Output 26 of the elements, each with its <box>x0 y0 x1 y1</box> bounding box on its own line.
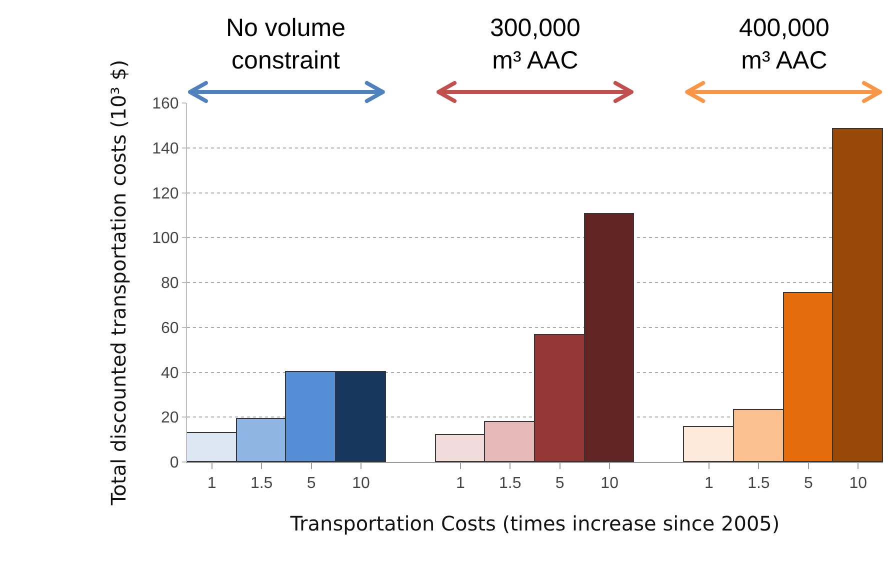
x-tick-label: 10 <box>849 475 868 492</box>
x-tick-label: 1 <box>207 475 216 492</box>
text: 300,000 m³ AAC <box>490 14 580 74</box>
y-tick-label: 160 <box>152 96 179 113</box>
y-axis-title: Total discounted transportation costs (10³ $) <box>106 60 131 506</box>
x-tick-label: 1.5 <box>748 475 770 492</box>
x-tick-label: 1.5 <box>250 475 273 492</box>
text: 400,000 m³ AAC <box>739 14 830 74</box>
text: No volume constraint <box>226 14 346 74</box>
x-tick-label: 5 <box>804 475 813 492</box>
x-tick-label: 1 <box>456 475 465 492</box>
y-tick-label: 120 <box>152 185 179 202</box>
y-tick-label: 140 <box>152 140 179 158</box>
x-tick-label: 1 <box>704 475 714 492</box>
y-tick-label: 100 <box>152 230 179 248</box>
y-tick-label: 40 <box>161 364 179 382</box>
y-tick-label: 20 <box>161 410 179 427</box>
y-tick-label: 80 <box>161 275 179 292</box>
x-axis-title: Transportation Costs (times increase since 2005) <box>289 512 780 536</box>
x-tick-label: 10 <box>600 475 619 492</box>
x-tick-label: 5 <box>306 475 316 492</box>
x-tick-label: 10 <box>352 475 370 492</box>
x-tick-label: 1.5 <box>499 475 522 492</box>
x-tick-label: 5 <box>555 475 564 492</box>
y-tick-label: 60 <box>161 320 179 337</box>
y-tick-label: 0 <box>170 454 179 472</box>
